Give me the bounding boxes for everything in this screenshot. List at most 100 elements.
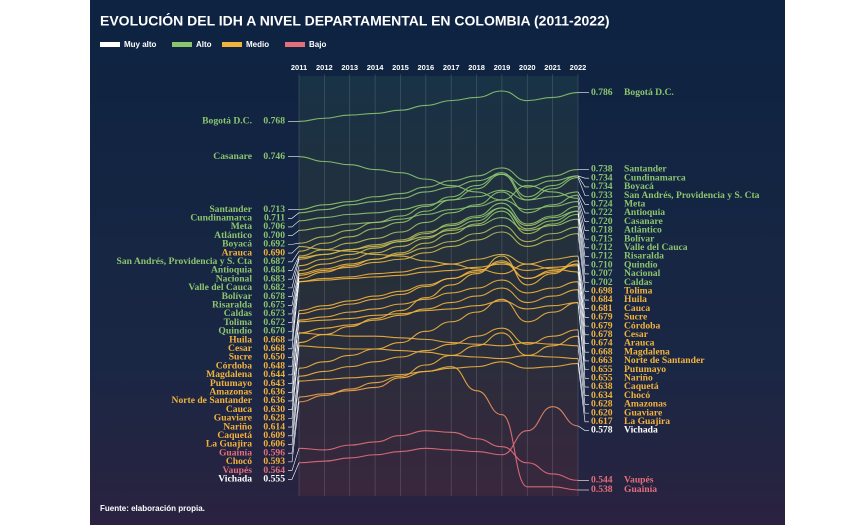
series-line bbox=[298, 191, 579, 257]
leader-line bbox=[577, 281, 589, 353]
leader-line bbox=[577, 211, 589, 249]
series-line bbox=[298, 406, 579, 464]
leader-line bbox=[577, 425, 589, 431]
series-name: Caldas bbox=[224, 308, 253, 319]
leader-line bbox=[288, 397, 300, 454]
series-line bbox=[298, 90, 579, 122]
series-name: Amazonas bbox=[624, 399, 667, 410]
leader-line bbox=[577, 198, 589, 223]
value-label: 0.710 bbox=[591, 259, 613, 270]
series-name: Vichada bbox=[218, 473, 252, 484]
leader-line bbox=[577, 195, 589, 214]
leader-line bbox=[577, 363, 589, 423]
leader-line bbox=[577, 264, 589, 318]
leader-line bbox=[288, 255, 300, 271]
series-line bbox=[298, 300, 579, 323]
series-name: Tolima bbox=[624, 286, 653, 297]
series-line bbox=[298, 279, 579, 321]
value-label: 0.620 bbox=[591, 407, 613, 418]
series-name: Cesar bbox=[624, 329, 649, 340]
series-line bbox=[298, 210, 579, 280]
value-label: 0.692 bbox=[263, 239, 285, 250]
value-label: 0.768 bbox=[263, 116, 285, 127]
series-name: Arauca bbox=[624, 338, 655, 349]
series-name: Cundinamarca bbox=[190, 212, 252, 223]
leader-line bbox=[288, 321, 300, 384]
leader-line bbox=[288, 275, 300, 323]
leader-line bbox=[288, 313, 300, 367]
series-line bbox=[298, 173, 579, 214]
value-label: 0.713 bbox=[263, 204, 285, 215]
x-tick-label: 2011 bbox=[291, 63, 307, 72]
value-label: 0.668 bbox=[263, 343, 285, 354]
series-name: Cundinamarca bbox=[624, 172, 686, 183]
series-line bbox=[298, 260, 579, 315]
series-name: La Guajira bbox=[624, 416, 670, 427]
series-name: Chocó bbox=[226, 456, 252, 467]
leader-line bbox=[577, 206, 589, 240]
value-label: 0.720 bbox=[591, 216, 613, 227]
value-label: 0.668 bbox=[263, 334, 285, 345]
value-label: 0.679 bbox=[591, 312, 613, 323]
value-label: 0.679 bbox=[591, 320, 613, 331]
value-label: 0.707 bbox=[591, 268, 613, 279]
leader-line bbox=[288, 448, 300, 471]
legend-label: Bajo bbox=[309, 40, 326, 49]
value-label: 0.715 bbox=[591, 233, 613, 244]
x-tick-label: 2021 bbox=[544, 63, 561, 72]
leader-line bbox=[577, 219, 589, 275]
series-line bbox=[298, 202, 579, 267]
series-line bbox=[298, 167, 579, 211]
series-name: San Andrés, Providencia y S. Cta bbox=[624, 190, 760, 201]
value-label: 0.733 bbox=[591, 190, 613, 201]
series-line bbox=[298, 366, 579, 491]
value-label: 0.738 bbox=[591, 164, 613, 175]
series-line bbox=[298, 430, 579, 481]
series-name: Chocó bbox=[624, 390, 650, 401]
x-tick-label: 2017 bbox=[443, 63, 460, 72]
leader-line bbox=[288, 332, 300, 402]
series-name: Córdoba bbox=[624, 320, 660, 331]
x-tick-label: 2015 bbox=[392, 63, 409, 72]
series-name: Guainía bbox=[624, 484, 657, 495]
value-label: 0.596 bbox=[263, 447, 285, 458]
series-name: Caquetá bbox=[217, 430, 252, 441]
x-tick-label: 2020 bbox=[519, 63, 536, 72]
value-label: 0.690 bbox=[263, 247, 285, 258]
value-label: 0.698 bbox=[591, 286, 613, 297]
series-line bbox=[298, 253, 579, 283]
value-label: 0.702 bbox=[591, 277, 613, 288]
value-label: 0.638 bbox=[591, 381, 613, 392]
leader-line bbox=[288, 310, 300, 358]
value-label: 0.786 bbox=[591, 87, 613, 98]
value-label: 0.628 bbox=[591, 399, 613, 410]
value-label: 0.724 bbox=[591, 199, 613, 210]
series-name: Valle del Cauca bbox=[624, 242, 688, 253]
value-label: 0.687 bbox=[263, 256, 285, 267]
value-label: 0.578 bbox=[591, 425, 613, 436]
x-tick-label: 2014 bbox=[367, 63, 385, 72]
series-name: Boyacá bbox=[222, 239, 252, 250]
value-label: 0.643 bbox=[263, 378, 285, 389]
x-tick-label: 2016 bbox=[417, 63, 434, 72]
legend-swatch bbox=[222, 42, 242, 47]
legend-swatch bbox=[172, 42, 192, 47]
value-label: 0.712 bbox=[591, 251, 613, 262]
value-label: 0.683 bbox=[263, 273, 285, 284]
series-name: Boyacá bbox=[624, 181, 654, 192]
series-name: Nariño bbox=[223, 421, 252, 432]
leader-line bbox=[288, 242, 300, 245]
value-label: 0.674 bbox=[591, 338, 613, 349]
series-name: Bogotá D.C. bbox=[624, 87, 674, 98]
value-label: 0.636 bbox=[263, 386, 285, 397]
series-line bbox=[298, 172, 579, 244]
leader-line bbox=[577, 177, 589, 196]
value-label: 0.655 bbox=[591, 373, 613, 384]
leader-line bbox=[577, 227, 589, 283]
series-name: Meta bbox=[231, 221, 253, 232]
leader-line bbox=[288, 281, 300, 341]
series-line bbox=[298, 199, 579, 231]
value-label: 0.628 bbox=[263, 413, 285, 424]
series-line bbox=[298, 207, 579, 272]
